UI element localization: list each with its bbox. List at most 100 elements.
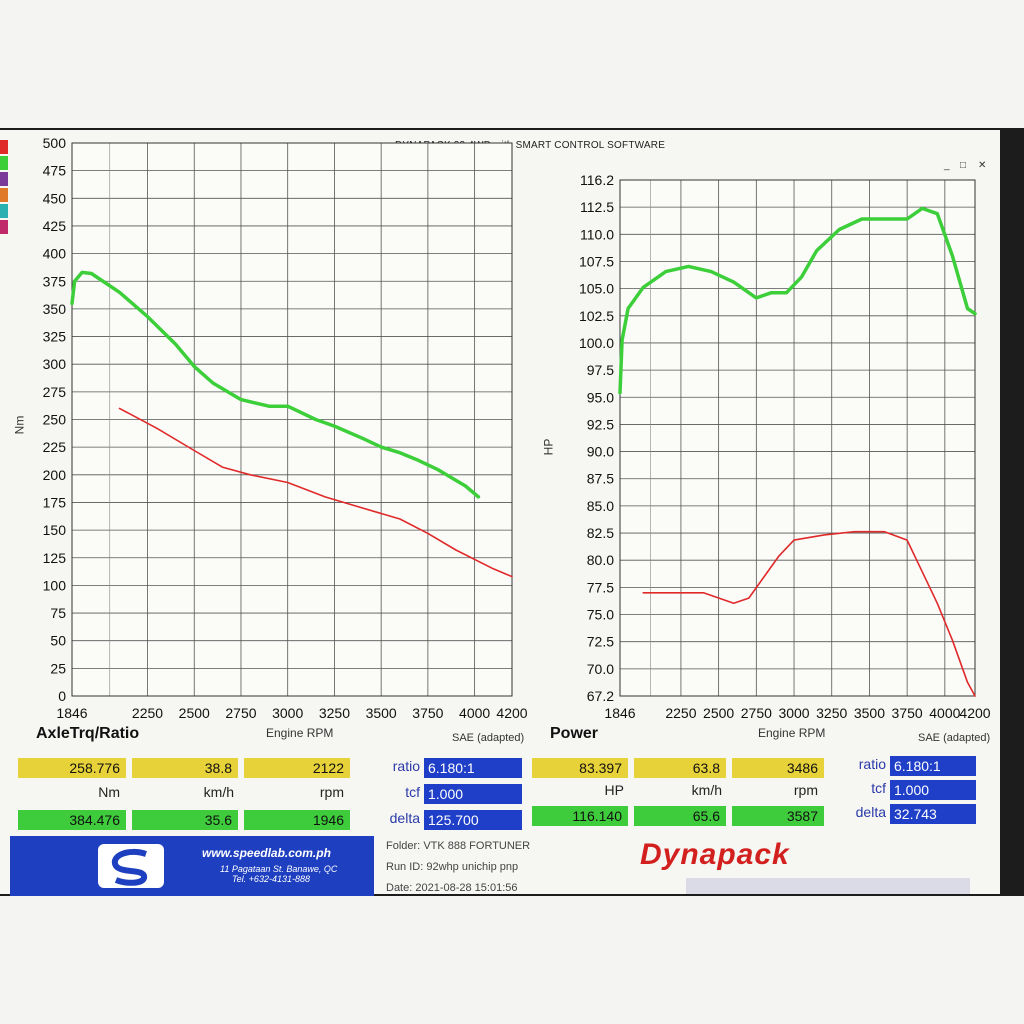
minimize-icon[interactable]: _ bbox=[944, 160, 950, 171]
left-y-tick-label: 200 bbox=[43, 467, 67, 483]
right-delta-value: 32.743 bbox=[890, 804, 976, 824]
right-primary-curve bbox=[618, 206, 977, 395]
left-y-tick-label: 125 bbox=[43, 550, 67, 566]
right-x-tick-label: 2500 bbox=[703, 705, 734, 721]
legend-swatch-red bbox=[0, 140, 8, 154]
legend-swatch-teal bbox=[0, 204, 8, 218]
right-y-tick-label: 116.2 bbox=[580, 172, 614, 188]
speedlab-address: 11 Pagataan St. Banawe, QC bbox=[220, 864, 338, 874]
right-ratio-key: ratio bbox=[858, 756, 886, 772]
left-delta-value: 125.700 bbox=[424, 810, 522, 830]
date-label: Date: bbox=[386, 882, 413, 894]
left-primary-curve bbox=[70, 270, 481, 499]
right-y-tick-label: 80.0 bbox=[587, 552, 614, 568]
left-max-torque-value: 384.476 bbox=[18, 810, 126, 830]
left-y-tick-label: 425 bbox=[43, 218, 67, 234]
right-x-tick-label: 4200 bbox=[959, 705, 990, 721]
right-y-tick-label: 67.2 bbox=[587, 688, 614, 704]
right-tcf-value: 1.000 bbox=[890, 780, 976, 800]
right-x-tick-label: 1846 bbox=[604, 705, 635, 721]
speedlab-phone: Tel. +632-4131-888 bbox=[232, 874, 310, 884]
left-y-tick-label: 225 bbox=[43, 439, 67, 455]
left-ratio-value: 6.180:1 bbox=[424, 758, 522, 778]
right-y-tick-label: 107.5 bbox=[579, 253, 614, 269]
left-x-tick-label: 2250 bbox=[132, 705, 163, 721]
left-rpm-value: 2122 bbox=[244, 758, 350, 778]
speedlab-logo-icon bbox=[98, 844, 164, 888]
right-y-tick-label: 77.5 bbox=[587, 579, 614, 595]
left-y-axis-label: Nm bbox=[12, 415, 27, 435]
left-unit-nm: Nm bbox=[98, 784, 120, 800]
right-y-tick-label: 82.5 bbox=[587, 525, 614, 541]
run-id-label: Run ID: bbox=[386, 861, 424, 873]
right-secondary-curve bbox=[642, 530, 976, 697]
right-y-tick-label: 90.0 bbox=[587, 444, 614, 460]
left-speed-value: 38.8 bbox=[132, 758, 238, 778]
right-y-tick-label: 87.5 bbox=[587, 471, 614, 487]
app-title: DYNAPACK 33 4WD with SMART CONTROL SOFTW… bbox=[394, 140, 666, 151]
right-y-tick-label: 95.0 bbox=[587, 389, 614, 405]
right-x-tick-label: 2750 bbox=[741, 705, 772, 721]
right-y-axis-label: HP bbox=[541, 438, 556, 456]
left-y-tick-label: 450 bbox=[43, 190, 67, 206]
right-sae-note: SAE (adapted) bbox=[918, 732, 991, 744]
restore-icon[interactable]: □ bbox=[960, 160, 967, 171]
right-y-tick-label: 110.0 bbox=[580, 226, 614, 242]
right-unit-kmh: km/h bbox=[691, 782, 722, 798]
right-tcf-key: tcf bbox=[871, 780, 886, 796]
left-x-tick-label: 4200 bbox=[496, 705, 527, 721]
folder-value: VTK 888 FORTUNER bbox=[423, 840, 531, 852]
right-x-axis-label: Engine RPM bbox=[758, 726, 826, 740]
right-y-tick-label: 105.0 bbox=[579, 281, 614, 297]
left-x-tick-label: 1846 bbox=[56, 705, 87, 721]
right-y-tick-label: 72.5 bbox=[587, 634, 614, 650]
left-y-tick-label: 150 bbox=[43, 522, 67, 538]
left-torque-value: 258.776 bbox=[18, 758, 126, 778]
right-y-tick-label: 100.0 bbox=[579, 335, 614, 351]
status-strip bbox=[686, 878, 970, 894]
right-x-tick-label: 3000 bbox=[778, 705, 809, 721]
close-icon[interactable]: ✕ bbox=[978, 160, 987, 171]
left-tcf-key: tcf bbox=[405, 784, 420, 800]
left-y-tick-label: 500 bbox=[43, 135, 67, 151]
legend-swatch-orange bbox=[0, 188, 8, 202]
left-delta-key: delta bbox=[389, 810, 420, 826]
left-y-tick-label: 0 bbox=[58, 688, 66, 704]
right-unit-hp: HP bbox=[604, 782, 624, 798]
left-y-tick-label: 400 bbox=[43, 246, 67, 262]
right-x-tick-label: 3750 bbox=[892, 705, 923, 721]
right-plot-frame bbox=[619, 179, 976, 697]
right-x-tick-label: 3500 bbox=[854, 705, 885, 721]
right-ratio-value: 6.180:1 bbox=[890, 756, 976, 776]
legend-swatch-magenta bbox=[0, 220, 8, 234]
right-chart-heading: Power bbox=[550, 725, 599, 742]
right-delta-key: delta bbox=[855, 804, 886, 820]
right-max-power-value: 116.140 bbox=[532, 806, 628, 826]
left-plot-frame bbox=[71, 142, 513, 697]
left-y-tick-label: 300 bbox=[43, 356, 67, 372]
left-y-tick-label: 475 bbox=[43, 163, 67, 179]
right-y-tick-label: 85.0 bbox=[587, 498, 614, 514]
left-x-tick-label: 3250 bbox=[319, 705, 350, 721]
left-tcf-value: 1.000 bbox=[424, 784, 522, 804]
right-y-tick-label: 102.5 bbox=[579, 308, 614, 324]
left-x-axis-label: Engine RPM bbox=[266, 726, 334, 740]
left-x-tick-label: 3000 bbox=[272, 705, 303, 721]
left-y-tick-label: 250 bbox=[43, 412, 67, 428]
run-id-value: 92whp unichip pnp bbox=[426, 861, 519, 873]
left-x-tick-label: 3750 bbox=[412, 705, 443, 721]
right-x-tick-label: 2250 bbox=[665, 705, 696, 721]
right-y-tick-label: 70.0 bbox=[587, 661, 614, 677]
legend-swatch-purple bbox=[0, 172, 8, 186]
right-power-value: 83.397 bbox=[532, 758, 628, 778]
speedlab-website: www.speedlab.com.ph bbox=[202, 846, 331, 860]
left-ratio-key: ratio bbox=[392, 758, 420, 774]
left-x-tick-label: 4000 bbox=[459, 705, 490, 721]
left-y-tick-label: 100 bbox=[43, 577, 67, 593]
date-value: 2021-08-28 15:01:56 bbox=[415, 882, 518, 894]
legend-swatch-green bbox=[0, 156, 8, 170]
folder-label: Folder: bbox=[386, 840, 421, 852]
right-y-tick-label: 97.5 bbox=[587, 362, 614, 378]
left-sae-note: SAE (adapted) bbox=[452, 732, 525, 744]
